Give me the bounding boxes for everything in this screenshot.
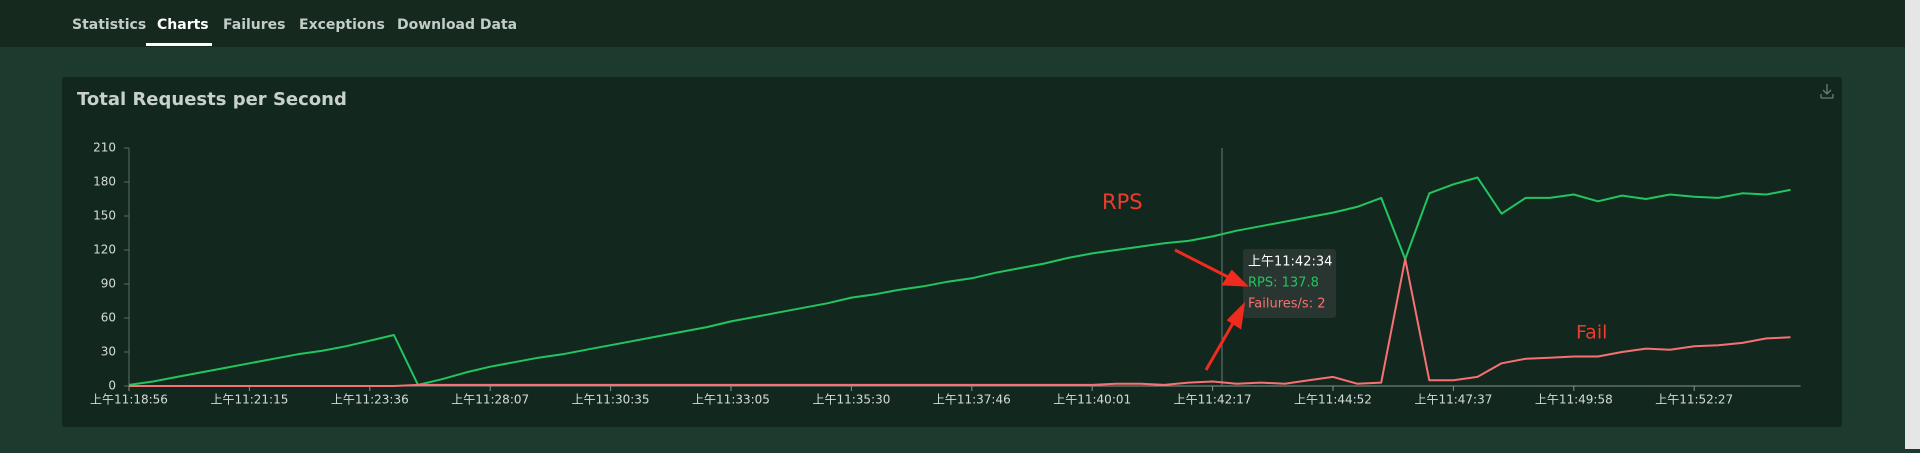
x-tick-label: 上午11:21:15 — [210, 393, 288, 407]
y-tick-label: 0 — [108, 379, 116, 393]
y-tick-label: 120 — [93, 243, 116, 257]
x-tick-label: 上午11:47:37 — [1414, 393, 1492, 407]
annotation: RPS — [1102, 190, 1143, 214]
y-tick-label: 30 — [101, 345, 116, 359]
y-tick-label: 180 — [93, 175, 116, 189]
y-tick-label: 210 — [93, 141, 116, 155]
annotation: Fail — [1576, 322, 1607, 344]
tab[interactable]: Statistics — [72, 17, 146, 33]
x-tick-label: 上午11:44:52 — [1294, 393, 1372, 407]
arrows — [1174, 248, 1249, 371]
x-tick-label: 上午11:23:36 — [331, 393, 409, 407]
active-tab-underline — [146, 43, 212, 46]
tab[interactable]: Exceptions — [299, 17, 385, 33]
y-tick-label: 150 — [93, 209, 116, 223]
x-tick-label: 上午11:42:17 — [1174, 393, 1252, 407]
series-line — [129, 258, 1791, 387]
download-icon[interactable] — [1820, 84, 1834, 99]
chart-title: Total Requests per Second — [77, 89, 347, 110]
tab[interactable]: Download Data — [397, 17, 517, 33]
nav-bar — [0, 0, 1905, 47]
tooltip-time: 上午11:42:34 — [1248, 255, 1332, 270]
chart-panel — [62, 77, 1842, 427]
tabs: Statistics Charts Failures Exceptions Downlo… — [72, 17, 517, 33]
series-line — [128, 176, 1791, 386]
plot: 0 30 60 90 120 150 180 210 上午11:18:56 上午11:21:15 上… — [90, 141, 1801, 407]
x-tick-label: 上午11:52:27 — [1655, 393, 1733, 407]
tooltip — [1243, 249, 1336, 318]
x-tick-label: 上午11:35:30 — [812, 393, 890, 407]
x-tick-label: 上午11:18:56 — [90, 393, 168, 407]
y-tick-label: 60 — [101, 311, 116, 325]
x-tick-label: 上午11:33:05 — [692, 393, 770, 407]
tab[interactable]: Failures — [223, 17, 286, 33]
x-tick-label: 上午11:40:01 — [1053, 393, 1131, 407]
x-tick-label: 上午11:28:07 — [451, 393, 529, 407]
x-tick-label: 上午11:37:46 — [933, 393, 1011, 407]
y-tick-label: 90 — [101, 277, 116, 291]
x-tick-label: 上午11:30:35 — [572, 393, 650, 407]
tab[interactable]: Charts — [157, 17, 209, 33]
scrollbar — [1905, 0, 1920, 449]
tooltip-line: RPS: 137.8 — [1248, 276, 1319, 291]
x-tick-label: 上午11:49:58 — [1535, 393, 1613, 407]
tooltip-line: Failures/s: 2 — [1248, 297, 1325, 312]
